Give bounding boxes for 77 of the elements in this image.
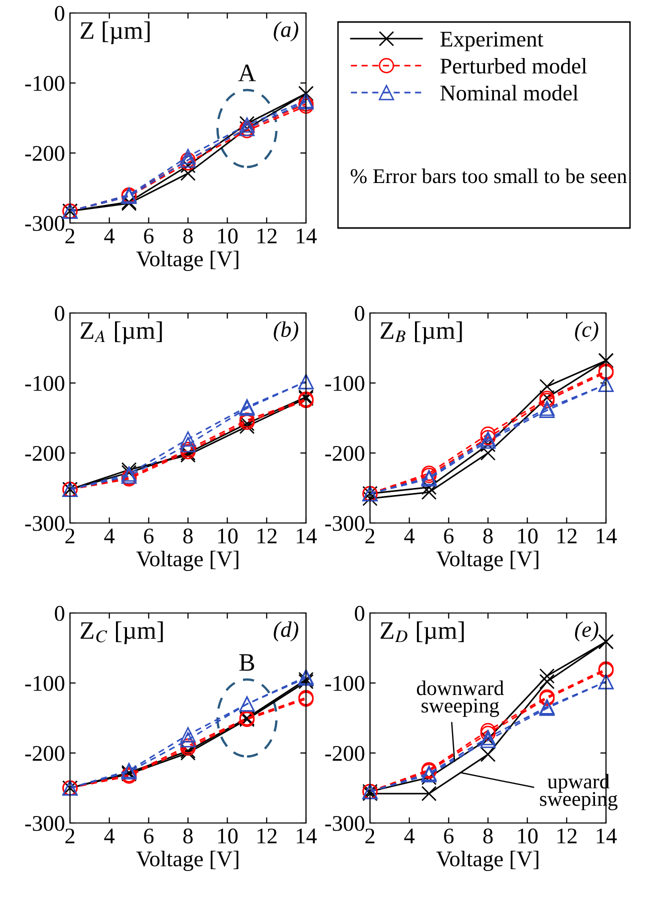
x-tick-label: 2 [365, 828, 374, 844]
x-axis-title: Voltage [V] [136, 850, 238, 872]
y-tick-label: -100 [25, 376, 64, 391]
x-tick-label: 10 [218, 528, 238, 544]
y-axis-title: Z [µm] [80, 21, 150, 44]
y-tick-label: -100 [25, 76, 64, 91]
x-tick-label: 2 [365, 528, 374, 544]
x-tick-label: 8 [483, 528, 493, 544]
y-tick-label: -300 [325, 516, 364, 531]
y-axis-title: Z$_{B}$ [µm] [380, 321, 462, 344]
x-tick-label: 6 [144, 528, 154, 544]
x-tick-label: 14 [596, 828, 617, 844]
annotation: (b) [274, 321, 298, 342]
x-axis-title: Voltage [V] [136, 550, 238, 572]
y-tick-label: -200 [25, 746, 64, 761]
y-axis-title: Z$_{D}$ [µm] [380, 621, 464, 644]
x-tick-label: 10 [518, 528, 538, 544]
y-tick-label: 0 [54, 606, 64, 621]
annotation: (a) [274, 21, 298, 42]
y-tick-label: -300 [25, 816, 64, 831]
annotation: A [238, 64, 256, 82]
x-tick-label: 14 [296, 228, 317, 244]
annotation: (c) [575, 321, 598, 342]
x-tick-label: 10 [518, 828, 538, 844]
x-tick-label: 6 [144, 228, 154, 244]
x-tick-label: 6 [444, 828, 454, 844]
x-axis-title: Voltage [V] [436, 850, 538, 872]
x-tick-label: 12 [558, 528, 577, 544]
y-tick-label: -300 [25, 516, 64, 531]
legend-label: Perturbed model [440, 58, 587, 74]
x-tick-label: 12 [558, 828, 577, 844]
y-axis-title: Z$_{A}$ [µm] [80, 321, 162, 344]
annotation: (d) [274, 621, 298, 642]
annotation: downward sweeping [416, 680, 504, 717]
text: % Error bars too small to be seen [350, 168, 627, 184]
y-tick-label: -200 [325, 746, 364, 761]
x-tick-label: 6 [444, 528, 454, 544]
x-tick-label: 12 [258, 528, 277, 544]
x-tick-label: 4 [104, 228, 115, 244]
x-tick-label: 4 [104, 528, 115, 544]
x-tick-label: 14 [596, 528, 617, 544]
y-tick-label: -200 [25, 446, 64, 461]
x-tick-label: 8 [183, 228, 193, 244]
x-tick-label: 8 [183, 828, 193, 844]
x-tick-label: 4 [404, 828, 415, 844]
x-tick-label: 4 [404, 528, 415, 544]
y-tick-label: -100 [325, 676, 364, 691]
x-axis-title: Voltage [V] [136, 250, 238, 272]
x-tick-label: 12 [258, 228, 277, 244]
y-tick-label: -200 [25, 146, 64, 161]
annotation: (e) [575, 621, 598, 642]
legend-label: Nominal model [440, 84, 578, 101]
x-tick-label: 2 [65, 528, 74, 544]
x-tick-label: 8 [483, 828, 493, 844]
x-tick-label: 14 [296, 528, 317, 544]
x-tick-label: 10 [218, 228, 238, 244]
x-tick-label: 2 [65, 228, 74, 244]
x-tick-label: 12 [258, 828, 277, 844]
x-tick-label: 2 [65, 828, 74, 844]
x-tick-label: 4 [104, 828, 115, 844]
x-tick-label: 6 [144, 828, 154, 844]
x-axis-title: Voltage [V] [436, 550, 538, 572]
legend-label: Experiment [440, 32, 544, 52]
annotation: B [239, 654, 254, 671]
y-tick-label: -200 [325, 446, 364, 461]
x-tick-label: 10 [218, 828, 238, 844]
y-axis-title: Z$_{C}$ [µm] [80, 621, 163, 644]
y-tick-label: -100 [325, 376, 364, 391]
y-tick-label: 0 [54, 6, 64, 21]
y-tick-label: -300 [325, 816, 364, 831]
x-tick-label: 14 [296, 828, 317, 844]
y-tick-label: 0 [354, 606, 364, 621]
y-tick-label: -300 [25, 216, 64, 231]
x-tick-label: 8 [183, 528, 193, 544]
y-tick-label: -100 [25, 676, 64, 691]
y-tick-label: 0 [354, 306, 364, 321]
y-tick-label: 0 [54, 306, 64, 321]
